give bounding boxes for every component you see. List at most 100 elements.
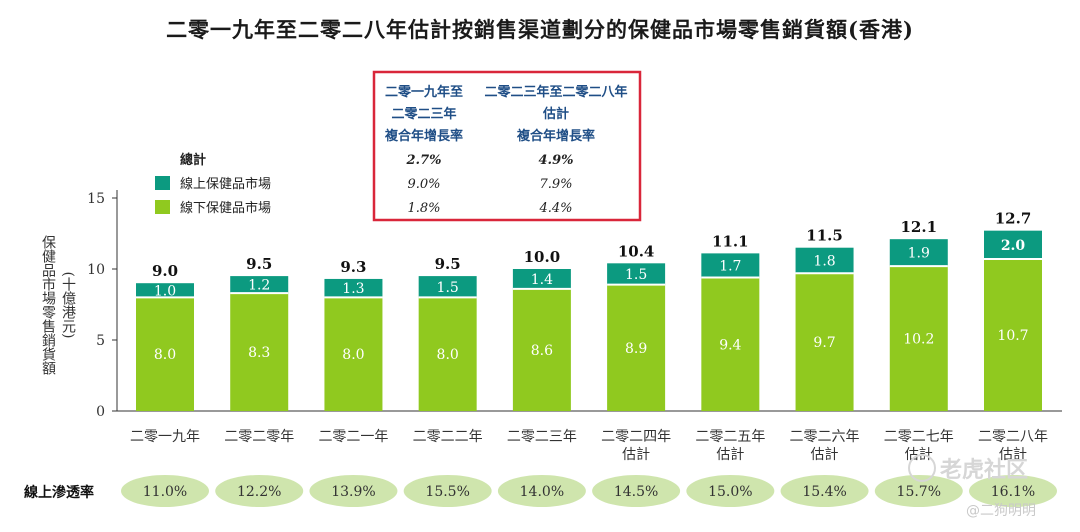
penetration-value: 16.1% — [991, 484, 1035, 500]
bar-offline — [136, 297, 194, 411]
bar-offline — [418, 297, 477, 411]
bar-online-label: 1.7 — [719, 258, 741, 274]
watermark-brand: 老虎社区 — [940, 458, 1029, 483]
bar-total-label: 10.0 — [524, 248, 561, 266]
y-axis-title: 保健品市場零售銷貨額 — [40, 235, 56, 375]
penetration-oval — [403, 475, 492, 507]
bar-offline-label: 9.4 — [719, 337, 741, 353]
y-tick-label: 10 — [87, 262, 105, 278]
bar-online-label: 1.4 — [531, 272, 553, 288]
legend-swatch-online — [155, 176, 170, 190]
x-tick-label: 二零二六年 — [790, 429, 860, 445]
watermark-paw-icon — [908, 454, 936, 482]
bar-offline — [984, 259, 1042, 411]
penetration-value: 11.0% — [143, 484, 187, 500]
penetration-label: 線上滲透率 — [24, 484, 94, 501]
penetration-value: 15.4% — [802, 484, 846, 500]
penetration-oval — [309, 475, 398, 507]
legend-swatch-offline — [155, 200, 170, 214]
cagr-col1-header: 複合年增長率 — [384, 128, 463, 144]
x-tick-label: 二零二零年 — [224, 429, 294, 445]
x-tick-label: 估計 — [716, 447, 744, 463]
cagr-col1-header: 二零二三年 — [391, 106, 456, 122]
bar-offline — [324, 297, 383, 411]
bar-online-label: 1.9 — [908, 246, 930, 262]
penetration-oval — [497, 475, 586, 507]
bar-offline-label: 10.2 — [903, 332, 934, 348]
bar-total-label: 11.1 — [712, 232, 749, 250]
x-tick-label: 估計 — [811, 447, 839, 463]
x-tick-label: 估計 — [622, 447, 650, 463]
bar-offline-label: 9.7 — [813, 335, 835, 351]
bar-online — [512, 269, 571, 289]
x-tick-label: 二零二四年 — [601, 429, 671, 445]
bar-online-label: 1.2 — [248, 278, 270, 294]
bar-total-label: 12.7 — [995, 210, 1032, 228]
bar-total-label: 12.1 — [901, 218, 938, 236]
bar-online — [889, 239, 948, 267]
bar-offline-label: 10.7 — [997, 328, 1028, 344]
bar-offline-label: 8.0 — [154, 347, 176, 363]
cagr-value-2019-2023: 9.0% — [407, 177, 440, 192]
penetration-value: 13.9% — [331, 484, 375, 500]
penetration-value: 14.5% — [614, 484, 658, 500]
cagr-value-2023-2028: 4.9% — [539, 153, 574, 168]
x-tick-label: 二零二二年 — [413, 429, 483, 445]
bar-online — [607, 263, 666, 285]
y-tick-label: 15 — [87, 191, 105, 207]
legend-label: 線上保健品市場 — [180, 176, 271, 192]
bar-offline — [889, 266, 948, 411]
bar-online — [795, 247, 854, 274]
bar-online — [984, 230, 1042, 260]
bar-total-label: 11.5 — [806, 227, 843, 245]
bar-offline-label: 8.3 — [248, 345, 270, 361]
bar-online-label: 1.0 — [154, 283, 176, 299]
bar-online-label: 1.8 — [813, 253, 835, 269]
bar-offline — [607, 284, 666, 411]
bar-offline — [701, 277, 760, 411]
watermark-logo: 老虎社区 — [908, 452, 1028, 484]
bar-online — [701, 253, 760, 278]
x-tick-label: 二零二五年 — [695, 429, 765, 445]
bar-online — [324, 278, 383, 298]
cagr-highlight-box — [372, 70, 642, 222]
cagr-total-label: 總計 — [180, 152, 206, 168]
x-tick-label: 估計 — [999, 447, 1027, 463]
cagr-col1-header: 二零一九年至 — [385, 84, 463, 100]
bar-online — [230, 276, 289, 294]
bar-offline-label: 8.9 — [625, 341, 647, 357]
y-axis-unit: (十億港元) — [60, 272, 76, 339]
bar-offline — [230, 293, 289, 411]
bar-total-label: 10.4 — [618, 242, 655, 260]
penetration-oval — [969, 475, 1057, 507]
penetration-value: 15.7% — [897, 484, 941, 500]
bar-online-label: 1.5 — [437, 280, 459, 296]
x-tick-label: 二零二七年 — [884, 429, 954, 445]
penetration-oval — [780, 475, 869, 507]
x-tick-label: 二零一九年 — [130, 429, 200, 445]
bar-online-label: 1.3 — [342, 281, 364, 297]
penetration-value: 12.2% — [237, 484, 281, 500]
watermark-user: @二狗明明 — [966, 503, 1036, 519]
bar-offline — [795, 273, 854, 411]
bar-offline — [512, 288, 571, 411]
bar-offline-label: 8.0 — [437, 347, 459, 363]
x-tick-label: 二零二八年 — [978, 429, 1048, 445]
penetration-oval — [874, 475, 963, 507]
penetration-value: 15.0% — [708, 484, 752, 500]
cagr-value-2019-2023: 1.8% — [407, 201, 440, 216]
legend-label: 線下保健品市場 — [180, 200, 271, 216]
bar-online — [136, 283, 194, 298]
bar-online — [418, 276, 477, 298]
chart-title: 二零一九年至二零二八年估計按銷售渠道劃分的保健品市場零售銷貨額(香港) — [166, 17, 914, 42]
bar-total-label: 9.0 — [152, 262, 178, 280]
bar-total-label: 9.5 — [435, 255, 461, 273]
cagr-value-2023-2028: 4.4% — [538, 201, 572, 216]
bar-offline-label: 8.6 — [531, 343, 553, 359]
penetration-oval — [215, 475, 304, 507]
cagr-col2-header: 估計 — [542, 106, 569, 122]
cagr-col2-header: 複合年增長率 — [516, 128, 595, 144]
bar-total-label: 9.3 — [340, 258, 366, 276]
cagr-value-2019-2023: 2.7% — [406, 153, 442, 168]
